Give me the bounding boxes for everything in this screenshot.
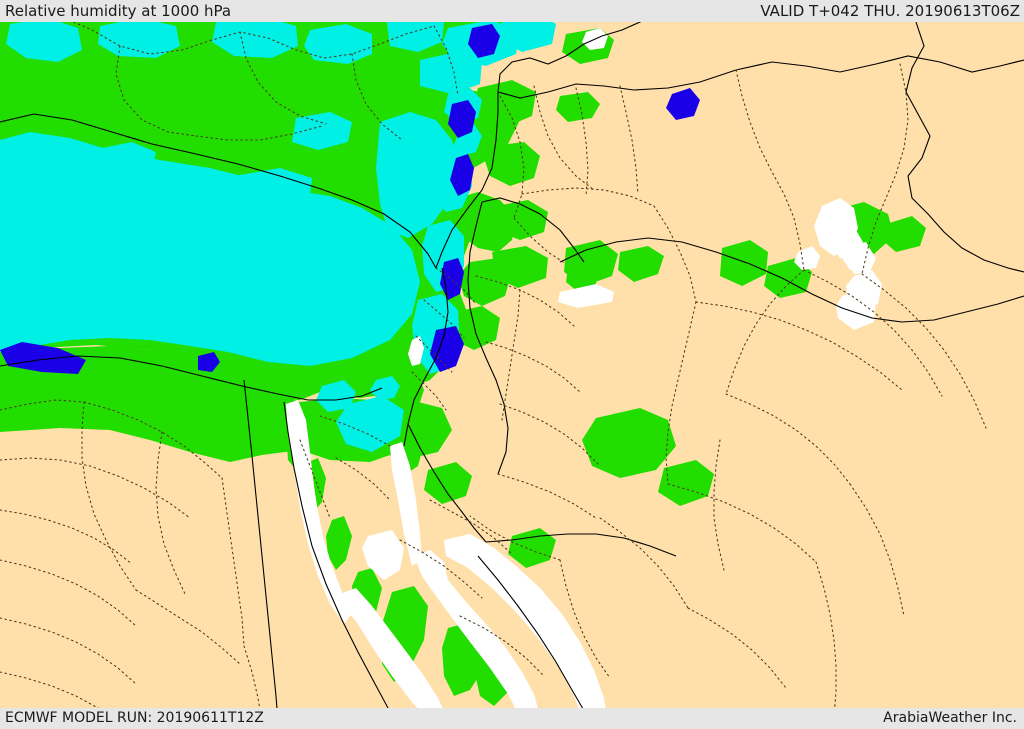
humidity-band-white — [286, 28, 882, 722]
humidity-band-blue — [0, 24, 700, 374]
page-title: Relative humidity at 1000 hPa — [5, 2, 232, 20]
header-bar: Relative humidity at 1000 hPa VALID T+04… — [0, 0, 1024, 22]
valid-time-label: VALID T+042 THU. 20190613T06Z — [760, 2, 1020, 20]
admin-province-borders — [0, 15, 987, 723]
model-run-label: ECMWF MODEL RUN: 20190611T12Z — [5, 710, 264, 726]
provider-credit-label: ArabiaWeather Inc. — [883, 710, 1017, 726]
footer-bar: ECMWF MODEL RUN: 20190611T12Z ArabiaWeat… — [0, 708, 1024, 729]
humidity-band-cyan — [0, 12, 556, 452]
